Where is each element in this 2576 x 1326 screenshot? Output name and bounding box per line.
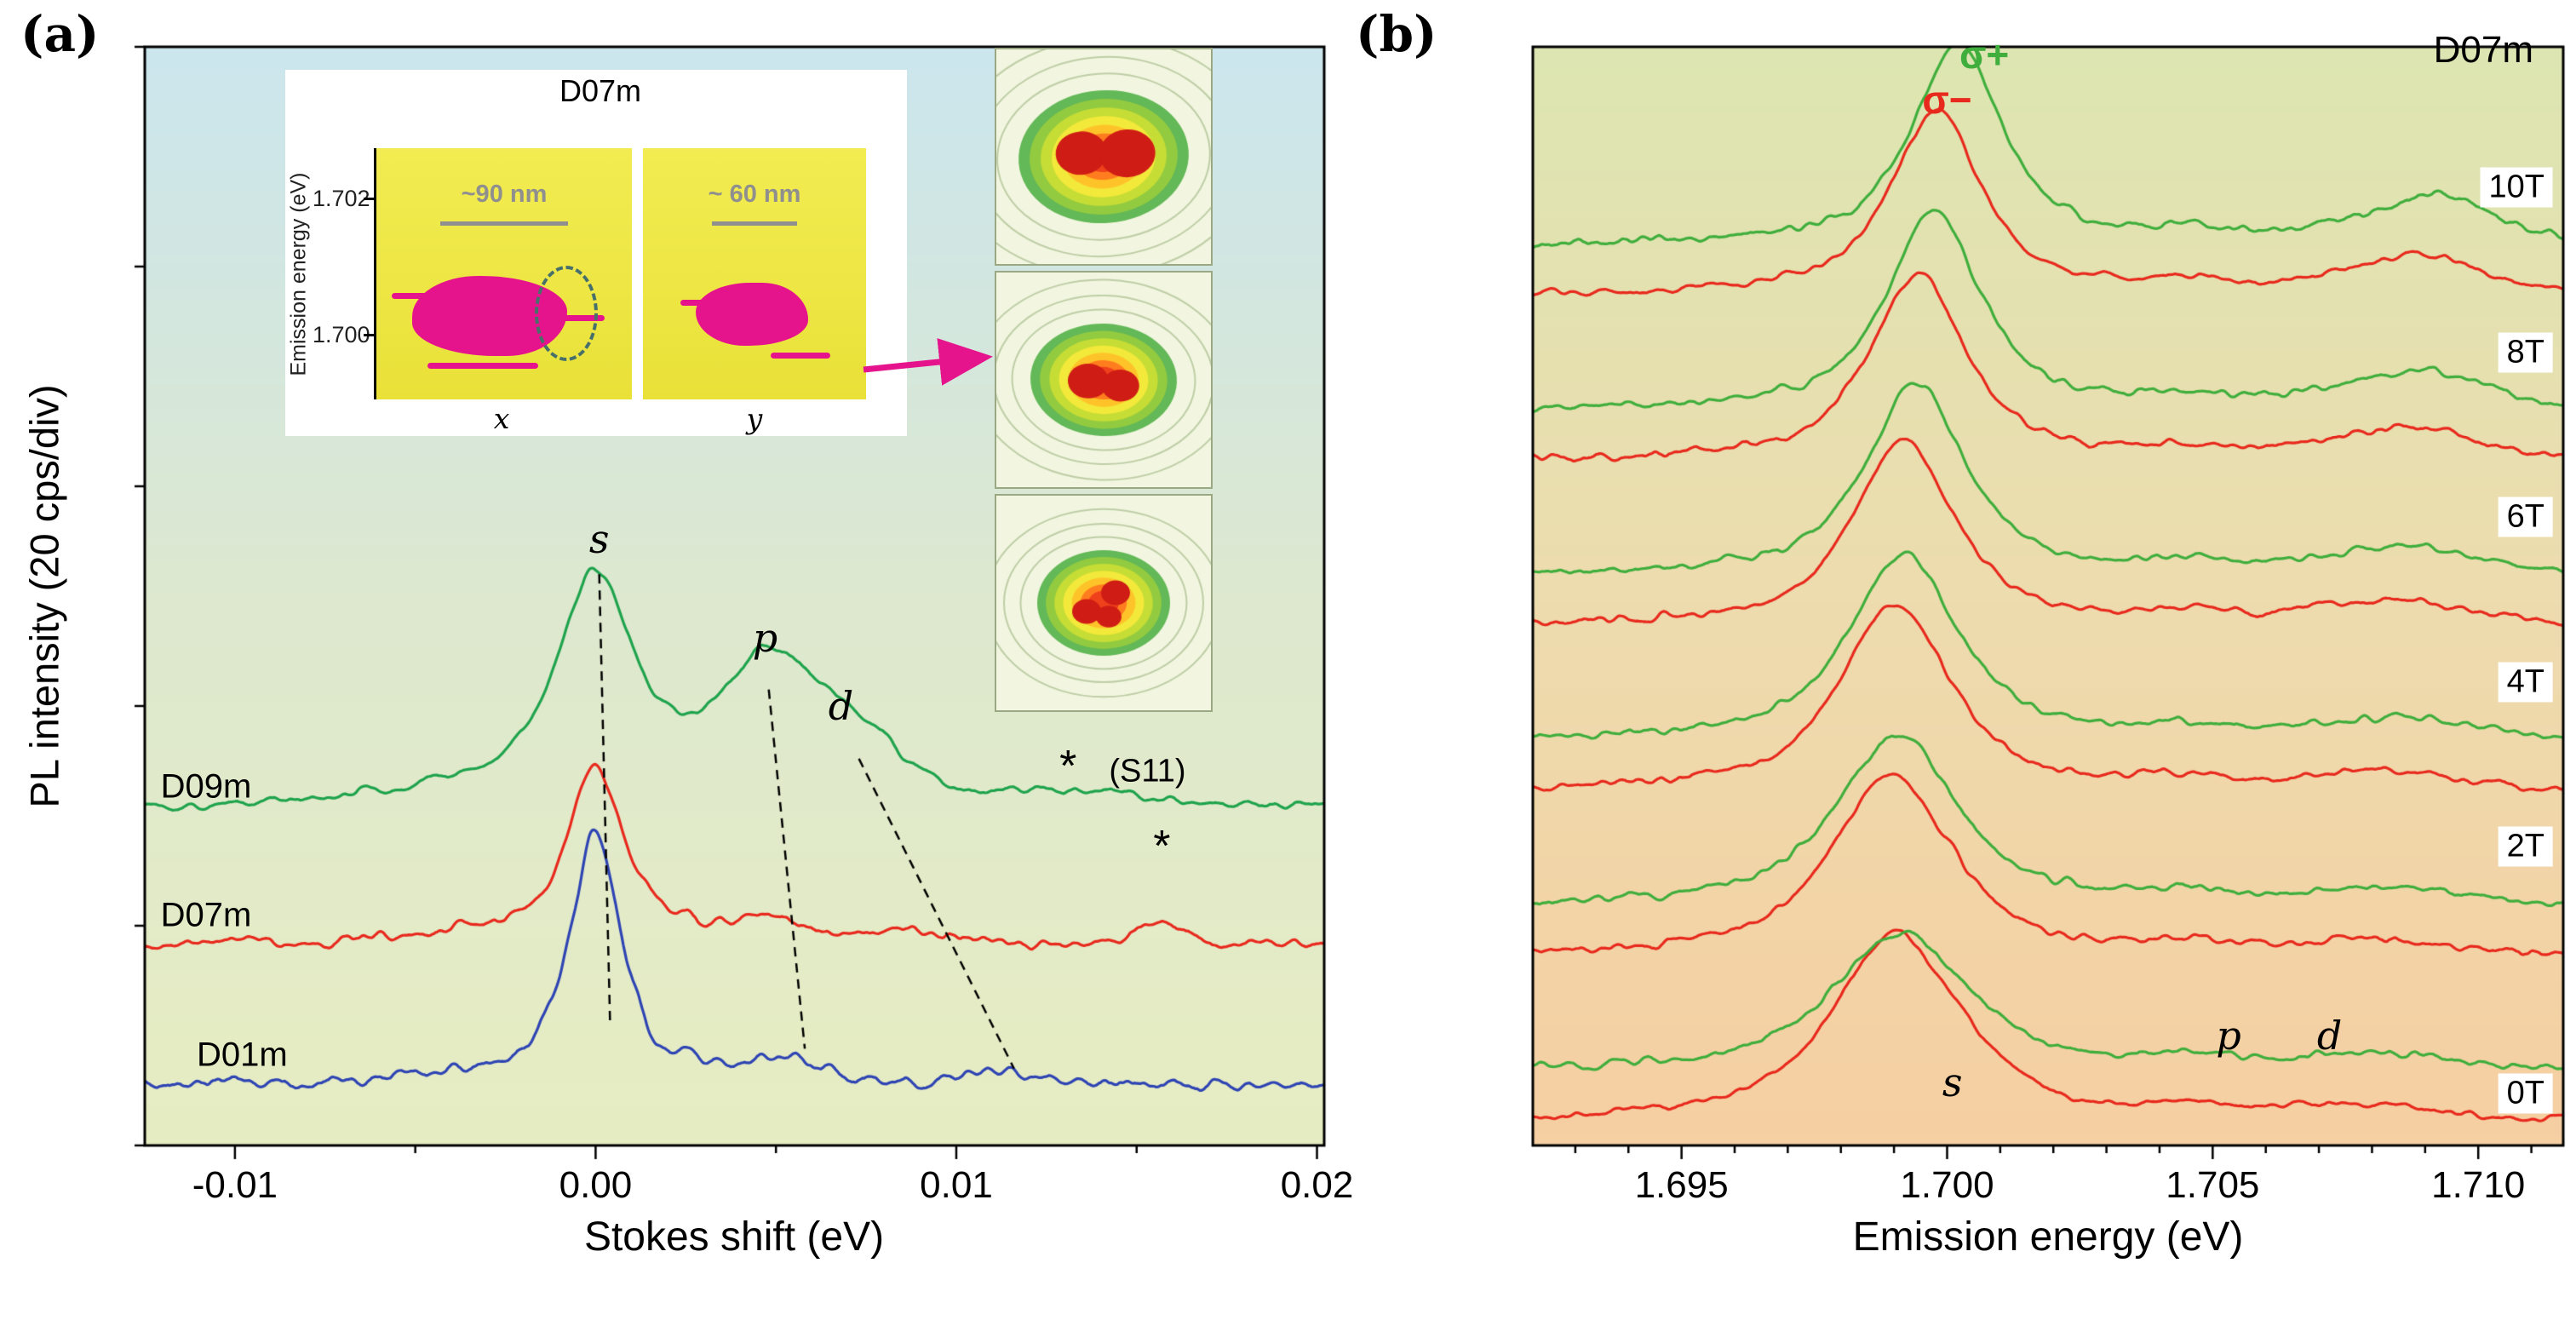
mode-profile-column bbox=[995, 48, 1213, 717]
mode-profile-image-2 bbox=[995, 271, 1213, 489]
emission-streak bbox=[392, 293, 433, 299]
panel-b-tag: (b) bbox=[1356, 5, 1437, 63]
inset-y-axis-label: Emission energy (eV) bbox=[286, 172, 311, 376]
scale-label: ~ 60 nm bbox=[708, 181, 801, 208]
inset-x-axis-letter: x bbox=[493, 402, 510, 435]
inset-y-tick-label: 1.700 bbox=[313, 322, 370, 347]
scale-bar bbox=[440, 221, 568, 226]
emission-streak bbox=[771, 353, 830, 359]
inset-tick-mark bbox=[364, 198, 375, 200]
emission-streak bbox=[680, 300, 714, 306]
inset-y-tick-label: 1.702 bbox=[313, 186, 370, 211]
inset-y-axis-letter: y bbox=[746, 402, 763, 435]
panel-a-tag: (a) bbox=[20, 5, 100, 63]
emission-blob bbox=[696, 283, 808, 346]
emission-streak bbox=[427, 363, 538, 369]
inset-title: D07m bbox=[559, 73, 642, 108]
dashed-ellipse-marker bbox=[535, 266, 598, 361]
inset-near-field-maps: D07m Emission energy (eV) 1.702 1.700 ~9… bbox=[285, 70, 907, 436]
panel-b-device-label: D07m bbox=[2433, 29, 2533, 71]
inset-tick-mark bbox=[364, 334, 375, 336]
mode-profile-image-1 bbox=[995, 48, 1213, 266]
near-field-map-y: ~ 60 nm bbox=[643, 148, 866, 399]
scale-bar bbox=[712, 221, 797, 226]
panel-b-x-axis-label: Emission energy (eV) bbox=[1852, 1214, 2244, 1260]
mode-profile-image-3 bbox=[995, 494, 1213, 712]
panel-a-y-axis-label: PL intensity (20 cps/div) bbox=[21, 384, 67, 808]
panel-a-x-axis-label: Stokes shift (eV) bbox=[583, 1214, 885, 1260]
scale-label: ~90 nm bbox=[461, 181, 548, 208]
near-field-map-x: ~90 nm bbox=[374, 148, 632, 399]
